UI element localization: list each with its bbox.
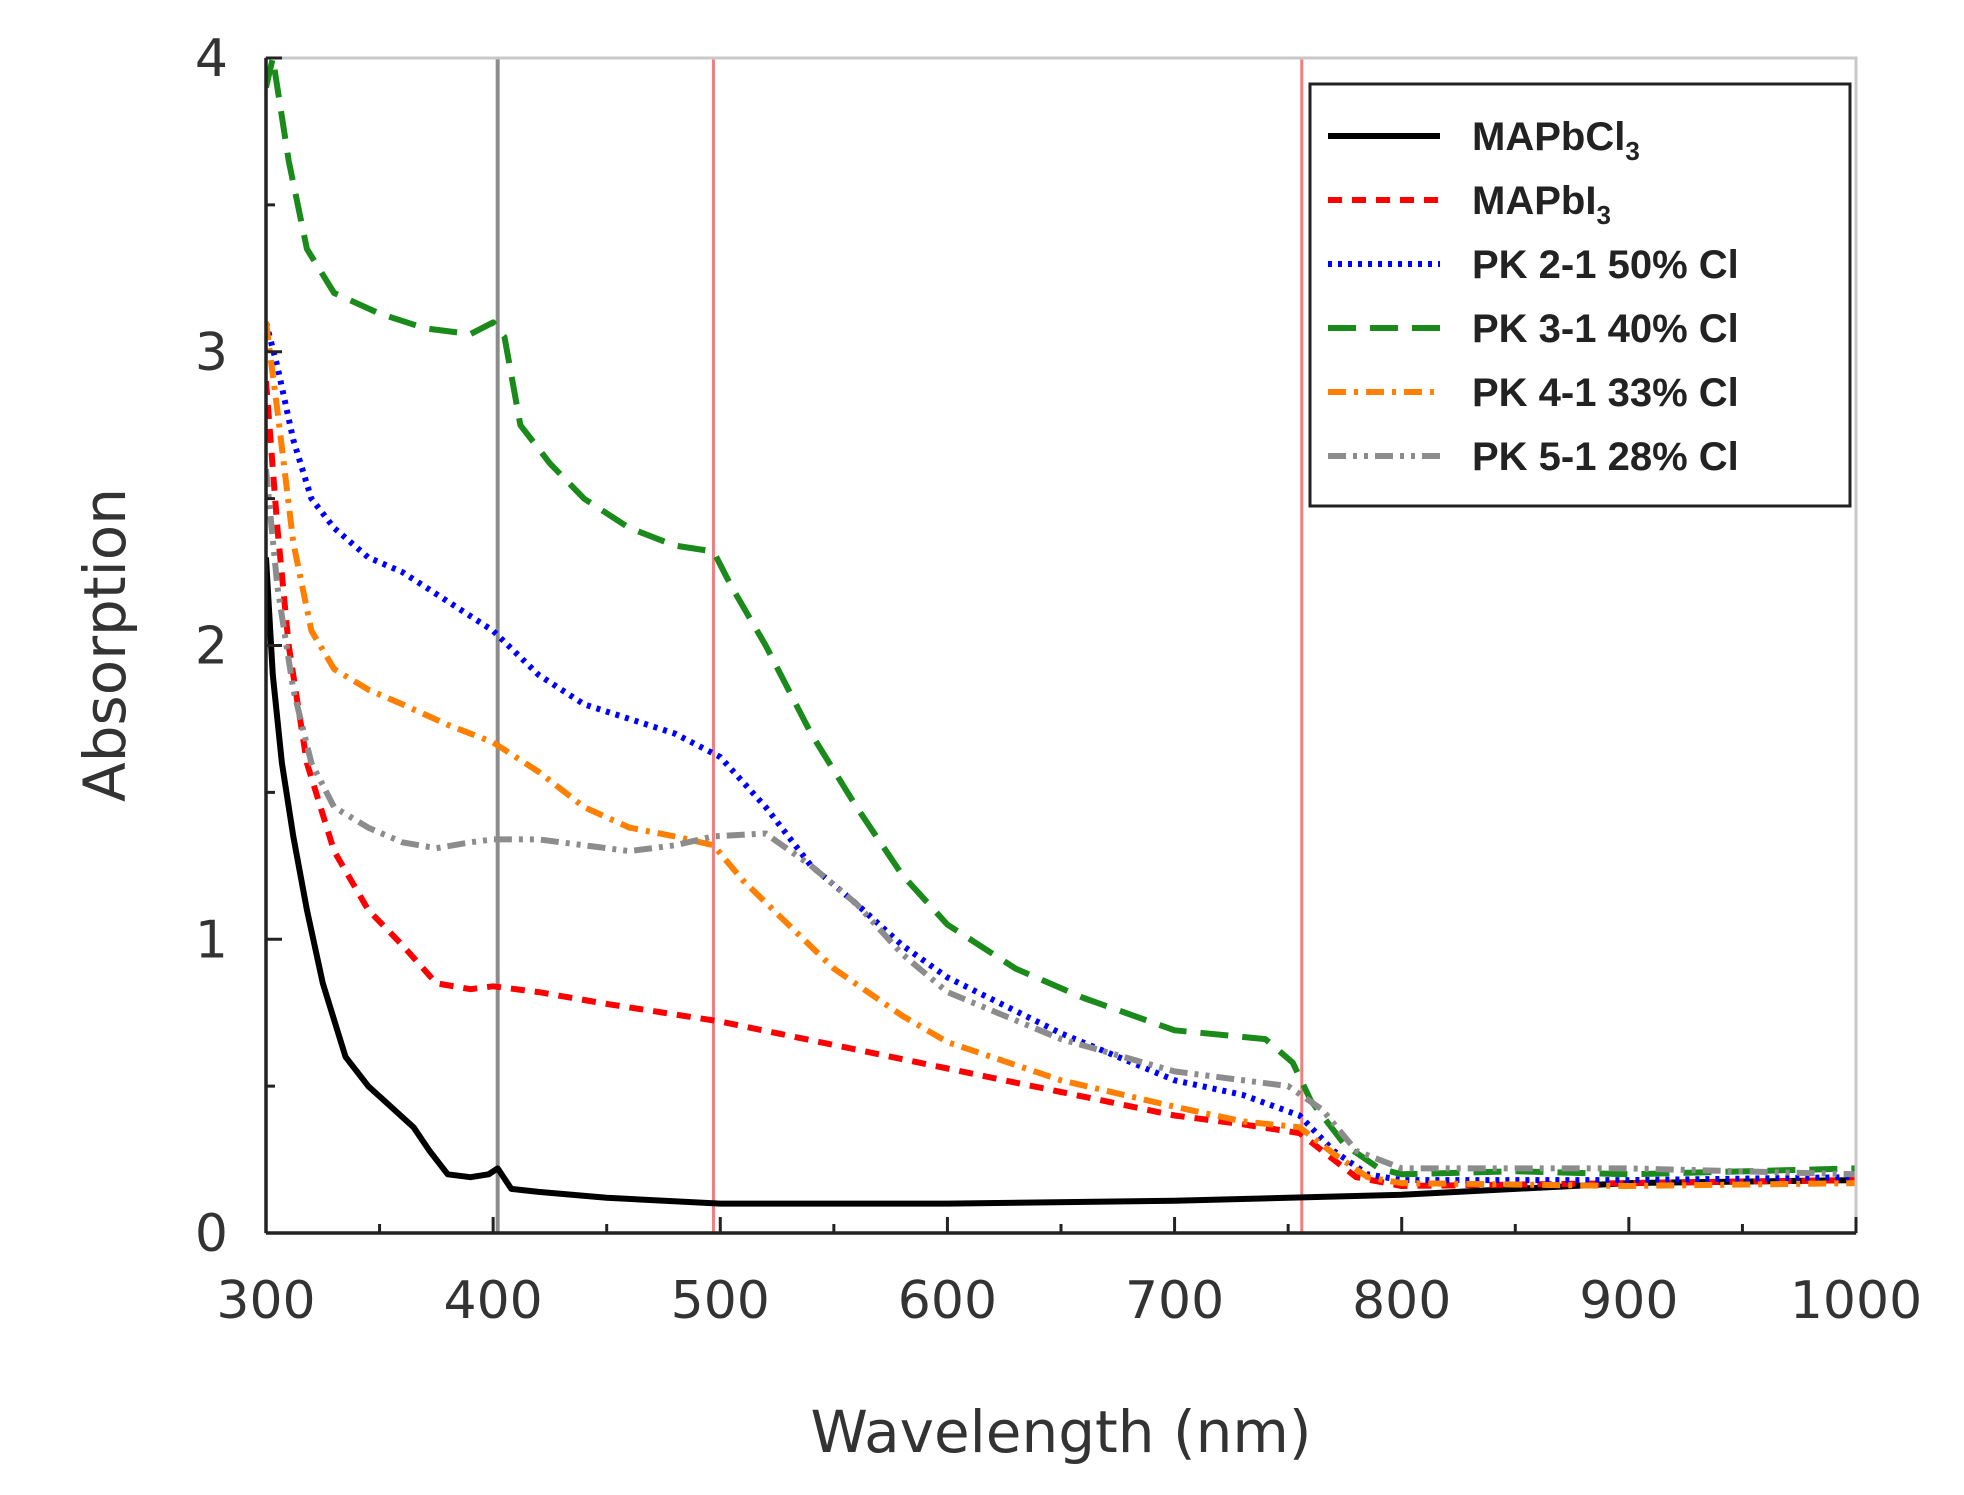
x-tick-label-600: 600 xyxy=(898,1271,997,1331)
legend-label-pk-4-1-33-cl: PK 4-1 33% Cl xyxy=(1472,371,1739,415)
x-tick-label-800: 800 xyxy=(1352,1271,1451,1331)
y-tick-label-2: 2 xyxy=(195,617,228,677)
series-line-pk-2-1-50-cl xyxy=(266,321,1856,1184)
x-tick-label-700: 700 xyxy=(1125,1271,1224,1331)
legend-label-pk-5-1-28-cl: PK 5-1 28% Cl xyxy=(1472,435,1739,479)
series-line-mapbi3 xyxy=(266,380,1856,1189)
x-tick-label-1000: 1000 xyxy=(1790,1271,1922,1331)
y-tick-label-4: 4 xyxy=(195,29,228,89)
legend-label-mapbi3: MAPbI3 xyxy=(1472,179,1611,230)
x-axis-ticks: 300 400 500 600 700 800 900 1000 xyxy=(216,1217,1922,1331)
x-tick-label-400: 400 xyxy=(444,1271,543,1331)
series-line-pk-4-1-33-cl xyxy=(266,322,1856,1189)
legend-label-pk-3-1-40-cl: PK 3-1 40% Cl xyxy=(1472,307,1739,351)
series-layer xyxy=(266,58,1856,1207)
legend-box xyxy=(1308,82,1852,508)
y-tick-label-3: 3 xyxy=(195,323,228,383)
y-tick-label-1: 1 xyxy=(195,910,228,970)
legend: MAPbCl3 MAPbI3 PK 2-1 50% Cl PK 3-1 40% Cl P… xyxy=(1308,82,1852,508)
x-axis-title: Wavelength (nm) xyxy=(810,1398,1311,1466)
x-tick-label-500: 500 xyxy=(671,1271,770,1331)
y-tick-label-0: 0 xyxy=(195,1204,228,1264)
x-tick-label-900: 900 xyxy=(1579,1271,1678,1331)
y-axis-title: Absorption xyxy=(71,488,139,802)
x-tick-label-300: 300 xyxy=(216,1271,315,1331)
series-line-pk-3-1-40-cl xyxy=(266,58,1856,1178)
series-line-pk-5-1-28-cl xyxy=(266,469,1856,1178)
legend-label-pk-2-1-50-cl: PK 2-1 50% Cl xyxy=(1472,243,1739,287)
series-line-mapbcl3 xyxy=(266,557,1856,1207)
y-axis-ticks: 0 1 2 3 4 xyxy=(195,29,282,1264)
reference-lines xyxy=(495,58,1304,1233)
legend-label-mapbcl3: MAPbCl3 xyxy=(1472,115,1640,166)
